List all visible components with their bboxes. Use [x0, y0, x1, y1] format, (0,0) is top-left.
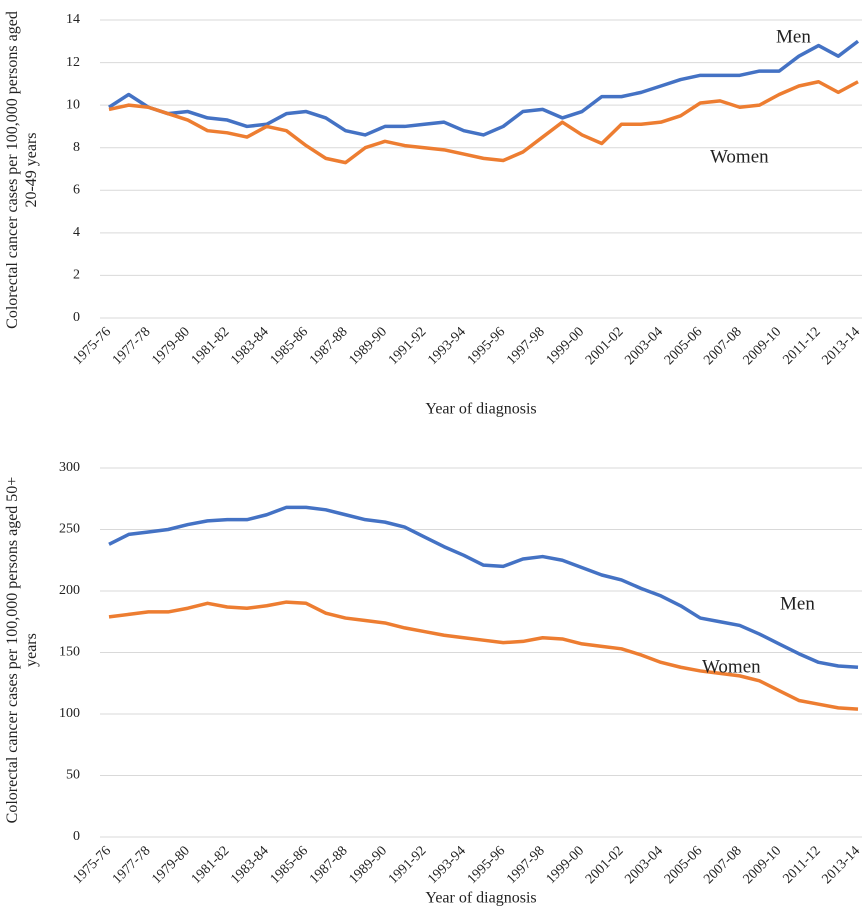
x-tick-label: 1987-88 [307, 324, 351, 368]
x-tick-label: 2009-10 [741, 843, 785, 887]
y-tick-label: 50 [66, 768, 80, 783]
x-tick-label: 2013-14 [819, 324, 863, 368]
x-tick-label: 1999-00 [544, 843, 588, 887]
x-tick-label: 2007-08 [701, 843, 745, 887]
y-tick-label: 4 [73, 225, 80, 240]
y-tick-label: 100 [59, 706, 80, 721]
x-tick-label: 2003-04 [622, 324, 666, 368]
x-tick-label: 2011-12 [780, 843, 823, 886]
x-tick-label: 1991-92 [386, 324, 430, 368]
x-tick-label: 2001-02 [583, 324, 627, 368]
y-axis-title: Colorectal cancer cases per 100,000 pers… [4, 476, 40, 824]
x-tick-label: 1987-88 [307, 843, 351, 887]
series-label: Women [702, 656, 761, 677]
x-tick-label: 1979-80 [149, 324, 193, 368]
y-tick-label: 6 [73, 183, 80, 198]
x-tick-label: 1993-94 [425, 324, 469, 368]
x-tick-label: 1985-86 [268, 843, 312, 887]
y-tick-label: 8 [73, 140, 80, 155]
y-tick-label: 2 [73, 268, 80, 283]
y-tick-label: 250 [59, 522, 80, 537]
x-axis-title: Year of diagnosis [425, 890, 536, 907]
y-tick-label: 12 [66, 55, 80, 70]
x-tick-label: 1981-82 [189, 843, 233, 887]
series-label: Men [780, 593, 815, 614]
y-tick-label: 300 [59, 460, 80, 475]
series-line [108, 505, 859, 670]
x-tick-label: 2007-08 [701, 324, 745, 368]
x-tick-label: 1975-76 [70, 843, 114, 887]
x-tick-label: 1989-90 [346, 324, 390, 368]
x-tick-label: 1977-78 [110, 324, 154, 368]
series-line [108, 600, 859, 711]
y-tick-label: 14 [66, 12, 80, 27]
x-tick-label: 2013-14 [819, 843, 863, 887]
y-tick-label: 200 [59, 583, 80, 598]
y-tick-label: 150 [59, 645, 80, 660]
x-tick-label: 1977-78 [110, 843, 154, 887]
x-tick-label: 1981-82 [189, 324, 233, 368]
series-line [108, 79, 859, 165]
x-tick-label: 1997-98 [504, 324, 548, 368]
x-tick-label: 1995-96 [465, 843, 509, 887]
x-tick-label: 1991-92 [386, 843, 430, 887]
y-tick-label: 10 [66, 97, 80, 112]
x-tick-label: 1983-84 [228, 324, 272, 368]
x-tick-label: 1999-00 [544, 324, 588, 368]
x-tick-label: 1997-98 [504, 843, 548, 887]
x-tick-label: 1983-84 [228, 843, 272, 887]
x-tick-label: 1993-94 [425, 843, 469, 887]
series-line [108, 39, 860, 137]
x-tick-label: 1989-90 [346, 843, 390, 887]
x-tick-label: 2005-06 [662, 843, 706, 887]
x-tick-label: 1975-76 [70, 324, 114, 368]
x-tick-label: 2003-04 [622, 843, 666, 887]
y-tick-label: 0 [73, 829, 80, 844]
series-label: Men [776, 26, 811, 47]
x-tick-label: 2001-02 [583, 843, 627, 887]
x-axis-title: Year of diagnosis [425, 401, 536, 418]
x-tick-label: 2009-10 [741, 324, 785, 368]
x-tick-label: 1979-80 [149, 843, 193, 887]
x-tick-label: 2005-06 [662, 324, 706, 368]
x-tick-label: 1995-96 [465, 324, 509, 368]
x-tick-label: 1985-86 [268, 324, 312, 368]
y-tick-label: 0 [73, 310, 80, 325]
y-axis-title: Colorectal cancer cases per 100,000 pers… [4, 11, 40, 329]
series-label: Women [710, 146, 769, 167]
x-tick-label: 2011-12 [780, 324, 823, 367]
